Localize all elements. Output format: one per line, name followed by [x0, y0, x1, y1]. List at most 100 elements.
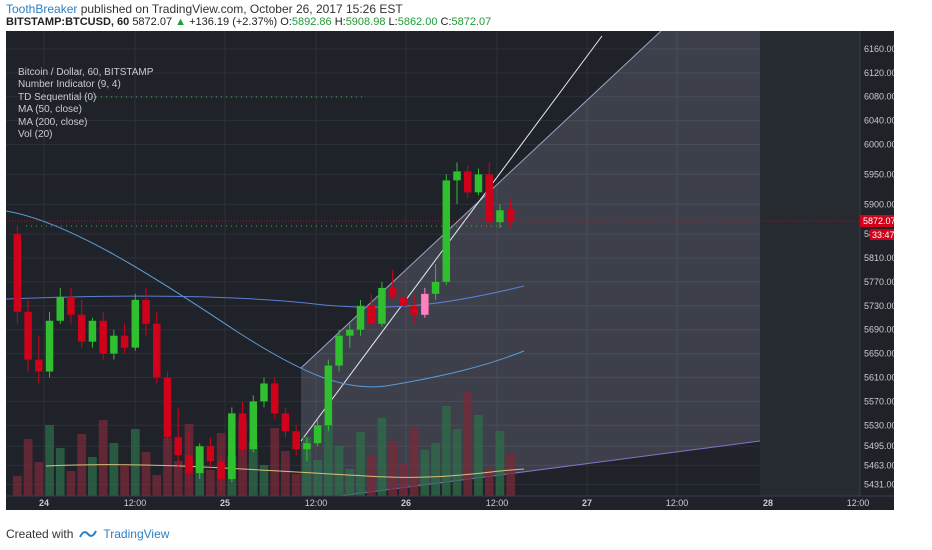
legend-number-indicator[interactable]: Number Indicator (9, 4) — [18, 79, 121, 91]
volume-bar — [441, 406, 451, 496]
volume-bar — [152, 475, 162, 496]
tradingview-logo-icon — [79, 530, 98, 538]
legend-title: Bitcoin / Dollar, 60, BITSTAMP — [18, 67, 154, 78]
volume-bar — [399, 464, 408, 496]
candle-body — [153, 323, 161, 378]
price-axis-bg — [860, 31, 894, 510]
candle-body — [206, 446, 215, 462]
countdown-tag-label: 33:47 — [872, 230, 894, 240]
candle-body — [142, 299, 150, 324]
volume-bar — [98, 420, 108, 496]
price-axis-label: 6040.00 — [864, 116, 894, 126]
candle-body — [485, 174, 493, 223]
candle-body — [463, 171, 472, 193]
candle-body — [99, 320, 107, 354]
tradingview-brand-link[interactable]: TradingView — [103, 527, 170, 541]
candle-body — [346, 329, 354, 336]
time-axis-label: 28 — [763, 498, 773, 508]
volume-bar — [431, 443, 440, 496]
candle-body — [292, 431, 300, 450]
candle-body — [77, 314, 86, 342]
time-axis-label: 27 — [582, 498, 592, 508]
countdown-tag — [870, 228, 894, 240]
open-value: 5892.86 — [291, 16, 332, 28]
price-axis-label: 5570.00 — [864, 396, 894, 406]
channel-lower-line — [300, 440, 761, 502]
price-axis-label: 6120.00 — [864, 68, 894, 78]
low-label: L: — [388, 16, 398, 28]
candle-body — [174, 437, 182, 456]
future-shade — [760, 31, 860, 496]
price-axis-label: 6160.00 — [864, 44, 894, 54]
candle-body — [249, 401, 258, 450]
time-axis-label: 26 — [401, 498, 411, 508]
price-change: +136.19 (+2.37%) — [189, 16, 278, 28]
candle-body — [228, 413, 236, 480]
candle-body — [506, 208, 515, 221]
volume-bar — [345, 469, 355, 496]
candle-body — [324, 365, 333, 426]
time-axis-label: 25 — [220, 498, 230, 508]
time-axis-bg — [6, 496, 894, 510]
volume-bar — [238, 419, 247, 496]
quote-bar: BITSTAMP:BTCUSD, 60 5872.07 ▲ +136.19 (+… — [6, 16, 491, 28]
volume-bar — [366, 455, 376, 496]
time-axis-label: 12:00 — [666, 498, 689, 508]
volume-bar — [163, 438, 172, 496]
volume-bar — [334, 446, 344, 496]
volume-bar — [13, 476, 22, 496]
legend-ma-200[interactable]: MA (200, close) — [18, 116, 88, 128]
candle-body — [313, 425, 322, 444]
regression-channel — [301, 31, 760, 501]
volume-bar — [506, 454, 515, 496]
candle-body — [421, 293, 429, 315]
ma-200-line — [6, 285, 525, 308]
chart-area[interactable]: 6160.00 6120.00 6080.00 6040.00 6000.00 5950.… — [6, 31, 894, 510]
price-axis-label: 5730.00 — [864, 301, 894, 311]
legend-ma-50[interactable]: MA (50, close) — [18, 104, 82, 116]
volume-bar — [55, 448, 65, 496]
published-text: published on TradingView.com, October 26… — [77, 2, 403, 16]
candle-body — [335, 335, 343, 366]
price-axis-label: 5431.00 — [864, 479, 894, 489]
volume-bar — [88, 457, 97, 496]
candle-body — [260, 383, 268, 402]
volume-bar — [409, 427, 419, 496]
author-link[interactable]: ToothBreaker — [6, 2, 78, 16]
footer: Created with TradingView — [6, 527, 169, 541]
candle-body — [163, 377, 172, 438]
volume-bar — [474, 415, 483, 496]
candle-body — [217, 461, 225, 480]
last-price-tag-label: 5872.07 — [863, 216, 894, 226]
candle-body — [496, 210, 504, 223]
price-axis-label: 5770.00 — [864, 277, 894, 287]
price-axis-label: 5690.00 — [864, 325, 894, 335]
legend-td-sequential[interactable]: TD Sequential (0) — [18, 91, 97, 103]
time-axis-label: 12:00 — [486, 498, 509, 508]
candle-body — [356, 305, 365, 330]
price-axis-label: 5495.00 — [864, 441, 894, 451]
candle-body — [270, 383, 279, 414]
candle-body — [238, 413, 247, 450]
candle-body — [88, 320, 97, 342]
price-axis-label: 5900.00 — [864, 199, 894, 209]
volume-bar — [34, 462, 44, 496]
volume-bar — [420, 450, 430, 496]
open-label: O: — [280, 16, 292, 28]
candle-body — [442, 180, 451, 282]
candle-body — [24, 311, 32, 360]
ma-50-line — [6, 210, 525, 388]
channel-mid-line — [300, 35, 603, 442]
created-with-text: Created with — [6, 527, 74, 541]
volume-bar — [120, 466, 129, 496]
price-chart[interactable]: 6160.00 6120.00 6080.00 6040.00 6000.00 5950.… — [6, 31, 894, 510]
price-axis-label: 5950.00 — [864, 169, 894, 179]
legend-volume[interactable]: Vol (20) — [18, 129, 53, 141]
close-value: 5872.07 — [451, 16, 492, 28]
time-axis-label: 12:00 — [847, 498, 870, 508]
volume-bar — [45, 425, 54, 496]
publish-info: ToothBreaker published on TradingView.co… — [6, 2, 403, 16]
candle-body — [367, 305, 375, 324]
price-axis-label: 5650.00 — [864, 349, 894, 359]
price-axis-label: 5530.00 — [864, 420, 894, 430]
